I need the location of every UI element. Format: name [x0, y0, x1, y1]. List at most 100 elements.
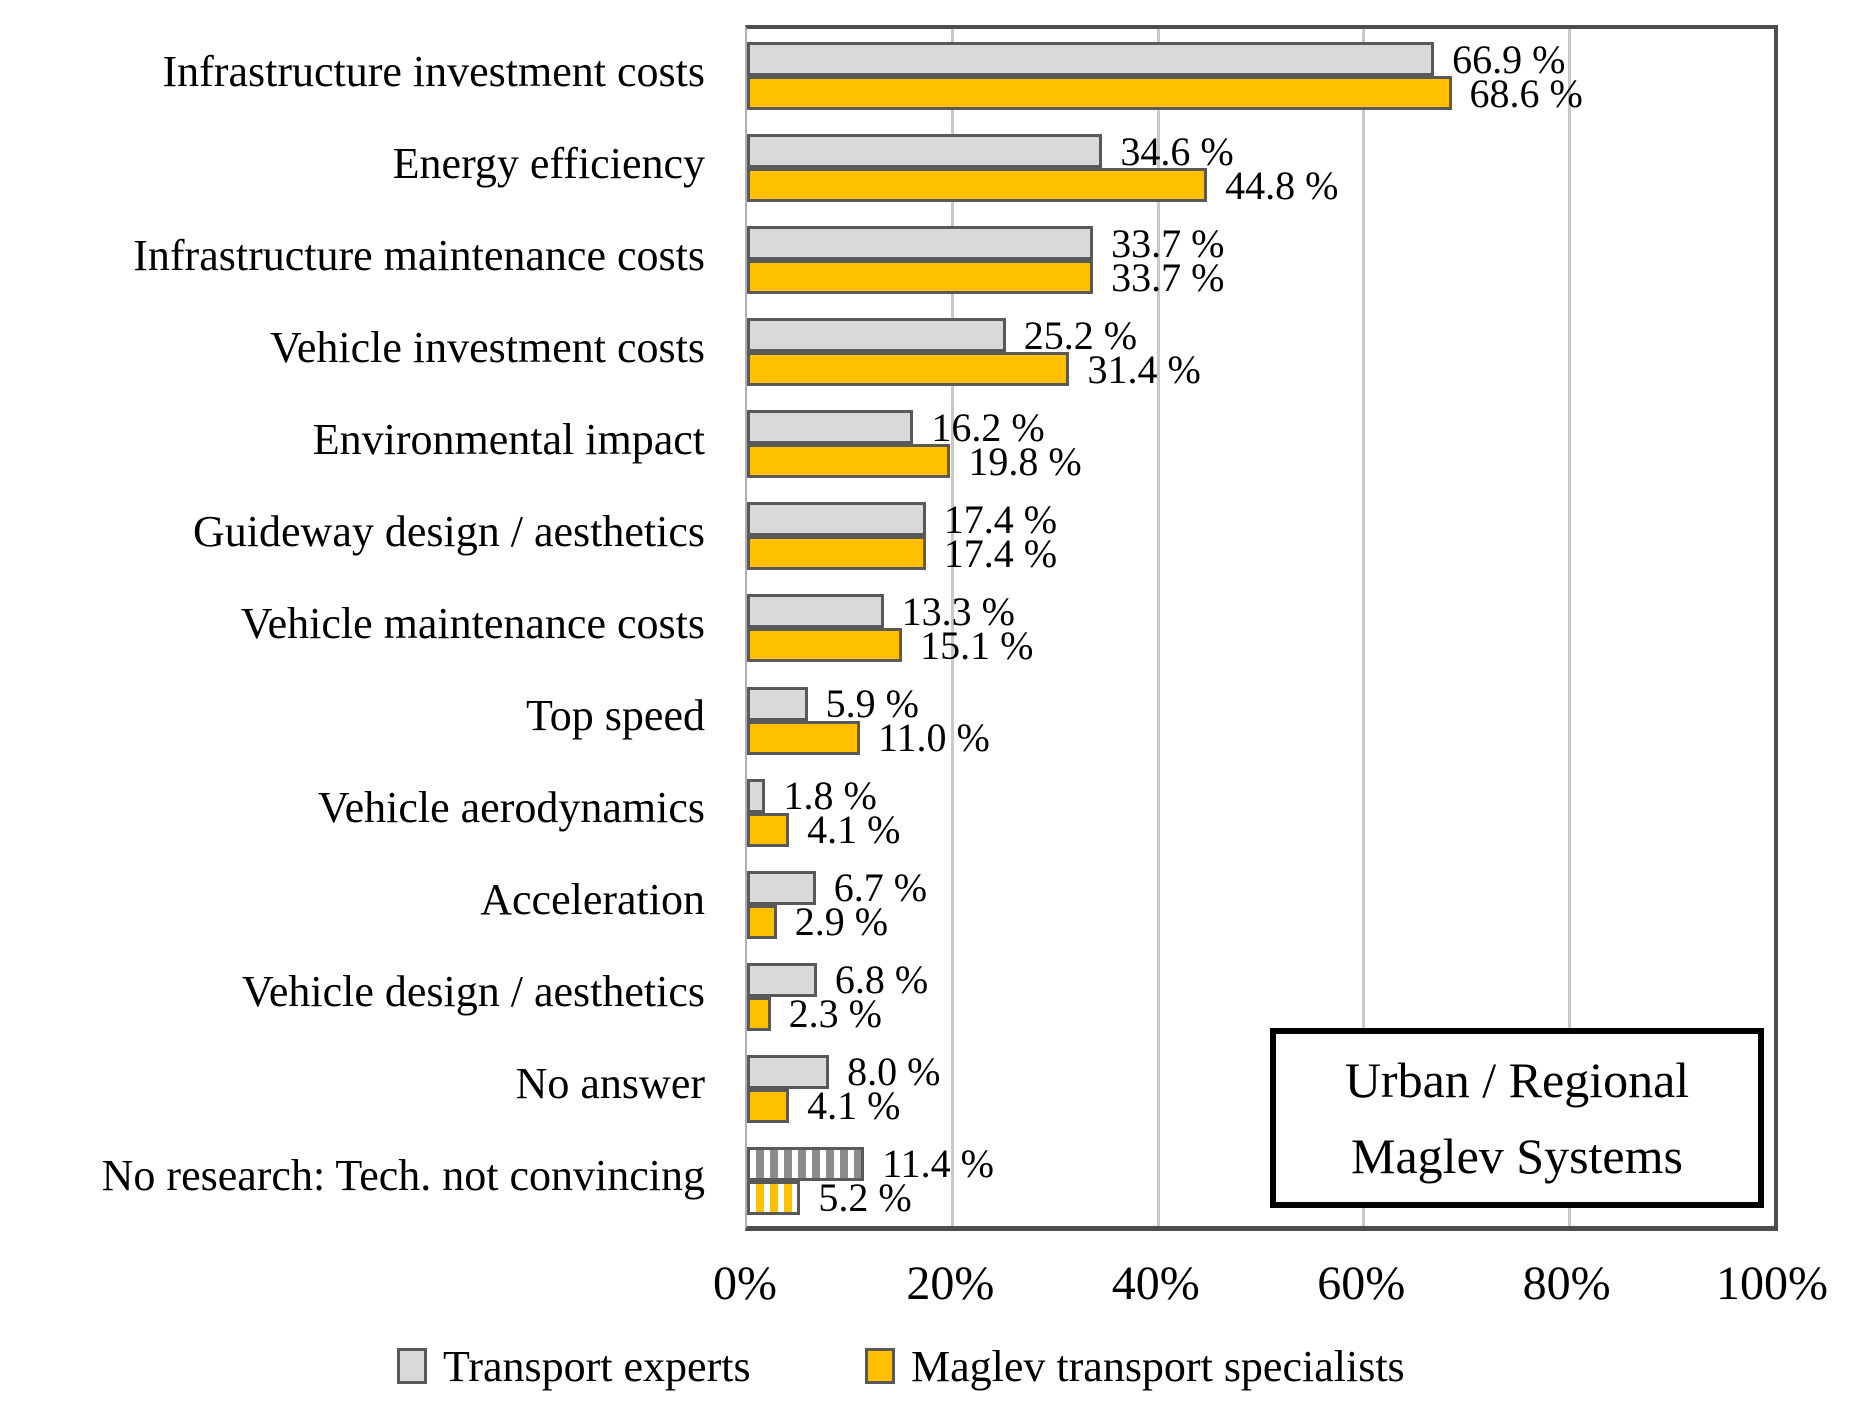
maglev-specialists-bar [747, 352, 1070, 387]
category-label: Environmental impact [312, 414, 705, 464]
value-label-transport-experts: 33.7 % [1111, 220, 1225, 266]
gridline-20pct [951, 29, 955, 1226]
x-axis-tick-label: 60% [1317, 1257, 1406, 1310]
value-label-maglev-specialists: 15.1 % [920, 622, 1034, 668]
maglev-specialists-bar [747, 720, 860, 755]
value-label-transport-experts: 8.0 % [847, 1049, 941, 1095]
bar-group: 13.3 % 15.1 % [747, 581, 1774, 673]
value-label-transport-experts: 5.9 % [825, 681, 919, 727]
transport-experts-bar [747, 42, 1435, 76]
category-label: Guideway design / aesthetics [193, 506, 705, 556]
transport-experts-bar [747, 1146, 865, 1181]
bar-group: 33.7 % 33.7 % [747, 213, 1774, 305]
legend-label-maglev-specialists: Maglev transport specialists [911, 1341, 1405, 1391]
maglev-specialists-bar [747, 628, 903, 663]
maglev-specialists-bar [747, 996, 771, 1031]
transport-experts-bar [747, 502, 926, 537]
x-axis-tick-label: 100% [1716, 1257, 1828, 1310]
value-label-maglev-specialists: 44.8 % [1225, 162, 1339, 208]
category-label: Top speed [526, 691, 705, 741]
category-label: Infrastructure investment costs [162, 46, 705, 96]
bar-group: 17.4 % 17.4 % [747, 489, 1774, 581]
bar-group: 8.0 % 4.1 % [747, 1042, 1774, 1134]
value-label-maglev-specialists: 33.7 % [1111, 254, 1225, 300]
transport-experts-bar [747, 226, 1094, 261]
value-label-transport-experts: 6.7 % [833, 865, 928, 911]
bar-group: 6.8 % 2.3 % [747, 950, 1774, 1042]
transport-experts-bar [747, 962, 817, 997]
gridline-80pct [1567, 29, 1571, 1226]
maglev-specialists-bar [747, 76, 1452, 110]
x-axis-tick-label: 80% [1522, 1257, 1611, 1310]
transport-experts-bar [747, 134, 1103, 169]
annotation-box: Urban / Regional Maglev Systems [1270, 1028, 1764, 1208]
category-label: Infrastructure maintenance costs [133, 230, 705, 280]
legend-item-transport-experts: Transport experts [397, 1338, 751, 1394]
x-axis-tick-label: 20% [906, 1257, 995, 1310]
maglev-specialists-bar [747, 1180, 801, 1215]
category-label: No research: Tech. not convincing [101, 1151, 705, 1201]
x-axis-tick-label: 0% [713, 1257, 777, 1310]
value-label-transport-experts: 17.4 % [943, 496, 1058, 542]
maglev-specialists-bar [747, 1088, 790, 1123]
bar-group: 6.7 % 2.9 % [747, 858, 1774, 950]
maglev-specialists-bar [747, 904, 777, 939]
maglev-specialists-swatch [865, 1348, 895, 1384]
bar-group: 34.6 % 44.8 % [747, 121, 1774, 213]
value-label-transport-experts: 1.8 % [783, 773, 877, 819]
bar-group: 66.9 % 68.6 % [747, 29, 1774, 121]
category-label: Acceleration [480, 875, 705, 925]
value-label-maglev-specialists: 5.2 % [818, 1175, 912, 1221]
maglev-specialists-bar [747, 168, 1208, 203]
annotation-line-1: Urban / Regional [1344, 1052, 1690, 1108]
value-label-maglev-specialists: 2.3 % [788, 991, 882, 1037]
value-label-maglev-specialists: 31.4 % [1087, 346, 1201, 392]
maglev-specialists-bar [747, 812, 790, 847]
category-label: Vehicle design / aesthetics [241, 967, 705, 1017]
maglev-specialists-bar [747, 260, 1094, 295]
transport-experts-bar [747, 1054, 830, 1089]
legend-item-maglev-specialists: Maglev transport specialists [865, 1338, 1405, 1394]
legend: Transport experts Maglev transport speci… [0, 1338, 1849, 1398]
value-label-transport-experts: 16.2 % [931, 404, 1045, 450]
bar-group: 1.8 % 4.1 % [747, 766, 1774, 858]
transport-experts-bar [747, 318, 1006, 353]
bar-group: 5.9 % 11.0 % [747, 674, 1774, 766]
category-label: Vehicle investment costs [269, 322, 705, 372]
legend-label-transport-experts: Transport experts [443, 1341, 751, 1391]
value-label-maglev-specialists: 19.8 % [968, 438, 1082, 484]
category-label: Vehicle aerodynamics [317, 783, 705, 833]
value-label-maglev-specialists: 11.0 % [877, 715, 990, 761]
transport-experts-bar [747, 594, 884, 629]
value-label-transport-experts: 34.6 % [1120, 128, 1234, 174]
plot-area: 66.9 % 68.6 % 34.6 % 44.8 % 33.7 % 33.7 % 25.2… [745, 25, 1778, 1231]
value-label-transport-experts: 25.2 % [1023, 312, 1138, 358]
category-label: No answer [515, 1059, 705, 1109]
gridline-40pct [1156, 29, 1160, 1226]
transport-experts-bar [747, 686, 808, 721]
annotation-line-2: Maglev Systems [1351, 1128, 1683, 1184]
value-label-transport-experts: 11.4 % [882, 1141, 994, 1187]
maglev-specialists-bar [747, 536, 926, 571]
value-label-transport-experts: 66.9 % [1452, 36, 1566, 82]
transport-experts-bar [747, 410, 914, 445]
x-axis-tick-label: 40% [1111, 1257, 1200, 1310]
value-label-transport-experts: 6.8 % [834, 957, 929, 1003]
bar-group: 11.4 % 5.2 % [747, 1134, 1774, 1226]
bar-group: 16.2 % 19.8 % [747, 397, 1774, 489]
value-label-maglev-specialists: 4.1 % [807, 807, 901, 853]
value-label-maglev-specialists: 17.4 % [943, 530, 1058, 576]
gridline-60pct [1362, 29, 1366, 1226]
transport-experts-bar [747, 778, 766, 813]
category-label: Energy efficiency [392, 138, 705, 188]
bar-group: 25.2 % 31.4 % [747, 305, 1774, 397]
maglev-specialists-bar [747, 444, 951, 479]
category-label: Vehicle maintenance costs [240, 598, 705, 648]
value-label-maglev-specialists: 2.9 % [794, 899, 889, 945]
value-label-maglev-specialists: 68.6 % [1469, 70, 1583, 116]
value-label-maglev-specialists: 4.1 % [807, 1083, 901, 1129]
value-label-transport-experts: 13.3 % [901, 588, 1015, 634]
transport-experts-swatch [397, 1348, 427, 1384]
transport-experts-bar [747, 870, 816, 905]
